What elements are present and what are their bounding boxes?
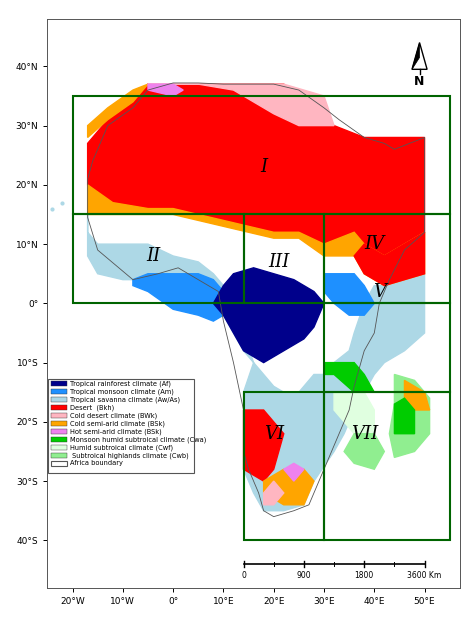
Text: VII: VII	[351, 425, 378, 442]
Bar	[51, 429, 67, 434]
Text: Desert  (Bkh): Desert (Bkh)	[70, 404, 114, 411]
Bar	[324, 392, 450, 540]
Text: Subtroical highlands climate (Cwb): Subtroical highlands climate (Cwb)	[70, 452, 188, 459]
Polygon shape	[148, 84, 334, 126]
Text: Cold desert climate (BWk): Cold desert climate (BWk)	[70, 412, 157, 418]
Polygon shape	[389, 374, 429, 458]
Text: Tropical monsoon climate (Am): Tropical monsoon climate (Am)	[70, 388, 173, 394]
Polygon shape	[334, 392, 374, 434]
Bar	[51, 445, 67, 450]
Polygon shape	[133, 274, 234, 321]
Polygon shape	[264, 481, 284, 505]
Text: VI: VI	[264, 425, 284, 442]
Polygon shape	[213, 268, 324, 363]
Bar	[51, 405, 67, 410]
Bar	[244, 214, 324, 303]
Polygon shape	[284, 463, 304, 481]
Text: Monsoon humid subtroical climate (Cwa): Monsoon humid subtroical climate (Cwa)	[70, 436, 206, 442]
Bar	[51, 413, 67, 418]
Bar	[51, 453, 67, 458]
Polygon shape	[148, 84, 183, 96]
Text: IV: IV	[364, 235, 384, 253]
Bar	[51, 437, 67, 442]
Polygon shape	[404, 380, 429, 410]
Bar	[51, 421, 67, 426]
Bar	[324, 214, 450, 303]
Polygon shape	[264, 469, 314, 505]
Text: 3600 Km: 3600 Km	[408, 571, 442, 580]
Text: III: III	[268, 253, 290, 271]
Bar	[244, 392, 324, 540]
Text: Africa boundary: Africa boundary	[70, 460, 122, 466]
Bar	[324, 303, 450, 392]
Polygon shape	[354, 233, 425, 286]
Text: Tropical rainforest climate (Af): Tropical rainforest climate (Af)	[70, 380, 171, 387]
FancyBboxPatch shape	[48, 379, 194, 473]
Text: 0: 0	[241, 571, 246, 580]
Bar	[51, 381, 67, 386]
Polygon shape	[394, 398, 415, 434]
Text: II: II	[146, 247, 160, 265]
Polygon shape	[88, 214, 425, 511]
Bar	[73, 96, 450, 214]
Text: Hot semi-arid climate (BSk): Hot semi-arid climate (BSk)	[70, 428, 161, 435]
Text: 900: 900	[297, 571, 311, 580]
Polygon shape	[88, 84, 425, 256]
Bar	[51, 389, 67, 394]
Polygon shape	[324, 274, 374, 315]
Polygon shape	[344, 434, 384, 469]
Text: Cold semi-arid climate (BSk): Cold semi-arid climate (BSk)	[70, 420, 164, 427]
Bar	[73, 214, 244, 303]
Polygon shape	[88, 185, 425, 286]
Text: 1800: 1800	[355, 571, 374, 580]
Polygon shape	[324, 363, 374, 392]
Text: I: I	[260, 158, 267, 176]
Polygon shape	[412, 43, 419, 70]
Text: V: V	[373, 283, 386, 300]
Text: N: N	[414, 75, 425, 88]
Text: Humid subtroical climate (Cwf): Humid subtroical climate (Cwf)	[70, 444, 173, 451]
Polygon shape	[244, 410, 284, 481]
Text: Tropical savanna climate (Aw/As): Tropical savanna climate (Aw/As)	[70, 396, 180, 403]
Polygon shape	[88, 84, 148, 138]
Bar	[51, 397, 67, 402]
Bar	[51, 461, 67, 466]
